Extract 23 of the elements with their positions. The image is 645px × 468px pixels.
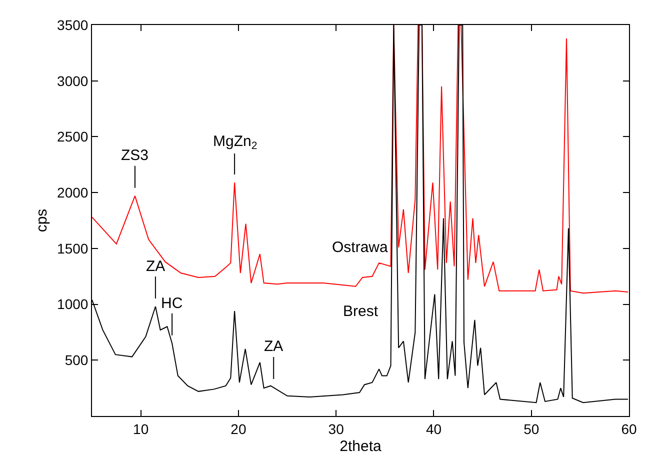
x-tick-label: 40 [426, 420, 442, 437]
y-tick-label: 3500 [57, 16, 88, 33]
annotation: ZS3 [121, 147, 149, 164]
series-label: Ostrawa [332, 239, 389, 256]
y-tick-label: 1000 [57, 296, 88, 312]
y-tick-label: 500 [64, 352, 88, 368]
x-axis-title: 2theta [340, 438, 382, 455]
annotation: MgZn$_{2}$ [213, 133, 258, 152]
y-tick-label: 2000 [57, 184, 88, 200]
series-label: Brest [343, 303, 379, 320]
x-tick-label: 20 [230, 420, 246, 437]
annotation: HC [161, 295, 183, 312]
line-series [92, 25, 629, 294]
y-tick-label: 3000 [57, 72, 88, 89]
y-axis-title: cps [33, 208, 50, 232]
annotation: ZA [146, 258, 166, 275]
y-tick-label: 2500 [57, 128, 88, 145]
y-tick-label: 1500 [57, 240, 88, 256]
x-tick-label: 30 [328, 420, 344, 437]
x-tick-label: 50 [524, 420, 540, 437]
x-tick-label: 60 [621, 420, 637, 437]
annotation: ZA [264, 338, 284, 355]
x-tick-label: 10 [133, 420, 149, 437]
